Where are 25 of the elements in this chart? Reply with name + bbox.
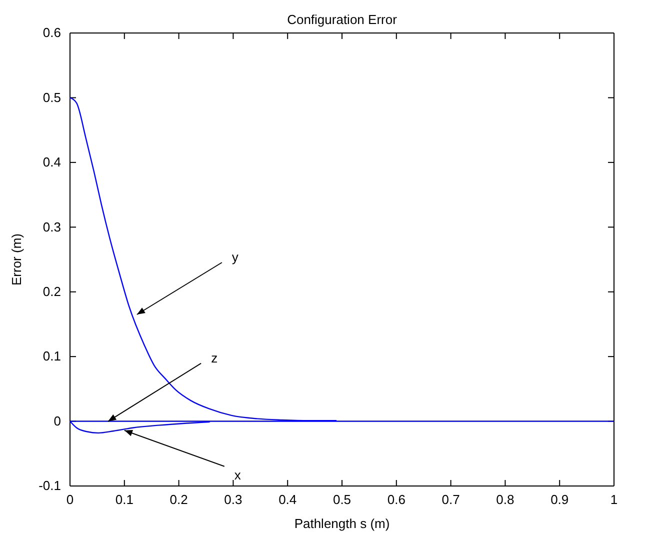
x-tick-label: 0.9	[550, 492, 569, 508]
x-tick-label: 0.6	[387, 492, 406, 508]
x-tick-label: 0	[66, 492, 74, 508]
annotation: z	[211, 350, 218, 366]
y-tick-label: 0.2	[42, 284, 61, 300]
x-tick-label: 1	[610, 492, 618, 508]
y-tick-label: 0.3	[42, 219, 61, 234]
x-tick-label: 0.7	[442, 492, 460, 508]
x-tick-label: 0.8	[496, 492, 514, 508]
x-axis-title: Pathlength s (m)	[294, 516, 390, 531]
y-axis-title: Error (m)	[9, 234, 24, 286]
y-tick-label: -0.1	[38, 478, 61, 494]
chart-title: Configuration Error	[287, 12, 398, 27]
x-tick-label: 0.3	[224, 492, 242, 508]
annotation: x	[234, 467, 242, 482]
x-tick-label: 0.2	[170, 492, 188, 508]
x-tick-label: 0.5	[332, 492, 352, 508]
y-tick-label: 0	[54, 413, 61, 428]
y-tick-label: 0.4	[42, 154, 61, 170]
y-tick-label: 0.6	[42, 25, 61, 40]
annotation: y	[232, 250, 239, 265]
x-tick-label: 0.1	[115, 492, 134, 508]
x-tick-label: 0.4	[278, 492, 297, 508]
y-tick-label: 0.5	[42, 90, 61, 105]
y-tick-label: 0.1	[42, 348, 61, 364]
